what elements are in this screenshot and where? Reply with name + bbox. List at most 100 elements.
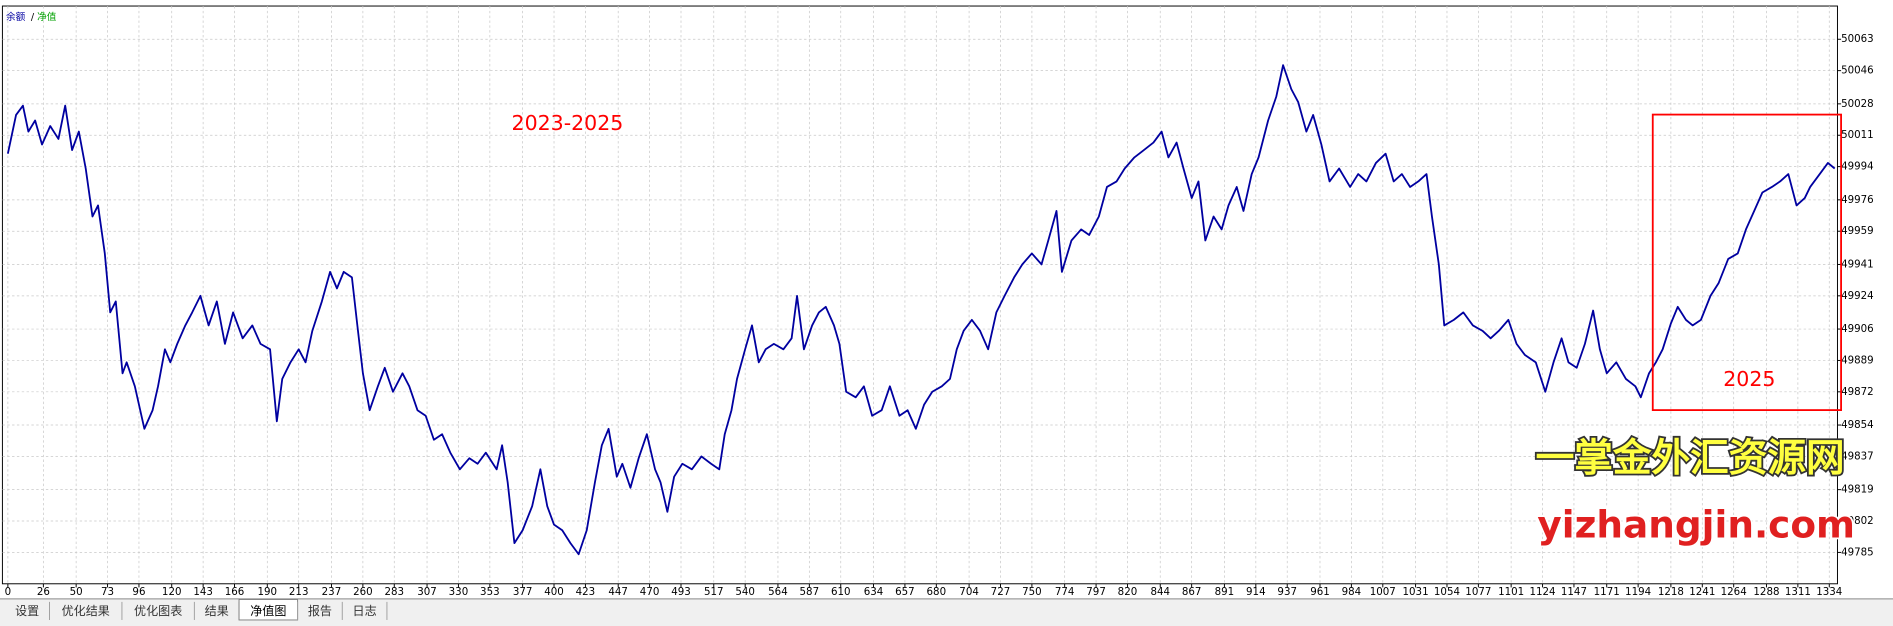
x-tick-label: 120 (162, 586, 182, 598)
y-tick-label: 49924 (1841, 290, 1874, 302)
y-tick-label: 49889 (1841, 354, 1874, 366)
equity-line (6, 64, 1836, 556)
x-tick-label: 564 (768, 586, 788, 598)
ticks: 49785 49802 49819 49837 49854 49872 49889 49906… (5, 33, 1874, 598)
x-tick-label: 1171 (1594, 586, 1620, 598)
x-tick-label: 1124 (1529, 586, 1555, 598)
x-tick-label: 493 (671, 586, 691, 598)
x-tick-label: 1311 (1785, 586, 1811, 598)
x-tick-label: 704 (959, 586, 979, 598)
tabs: 设置 优化结果 优化图表 结果 净值图 报告 日志 (15, 598, 388, 621)
x-tick-label: 1218 (1658, 586, 1684, 598)
x-tick-label: 727 (991, 586, 1011, 598)
tab[interactable]: 日志 (353, 604, 377, 618)
legend-separator: / (28, 12, 37, 23)
x-tick-label: 914 (1246, 586, 1266, 598)
x-tick-label: 1334 (1816, 586, 1842, 598)
x-tick-label: 774 (1055, 586, 1075, 598)
x-tick-label: 1264 (1721, 586, 1747, 598)
x-tick-label: 657 (895, 586, 915, 598)
grid (2, 6, 1838, 584)
y-tick-label: 49785 (1841, 546, 1874, 558)
y-tick-label: 50011 (1841, 129, 1874, 141)
y-tick-label: 49976 (1841, 194, 1874, 206)
y-tick-label: 49872 (1841, 386, 1874, 398)
y-tick-label: 50028 (1841, 98, 1874, 110)
x-tick-label: 283 (384, 586, 404, 598)
x-tick-label: 937 (1277, 586, 1297, 598)
y-tick-label: 49994 (1841, 161, 1874, 173)
series (6, 64, 1836, 556)
y-tick-label: 49941 (1841, 258, 1874, 270)
legend: 余额 / 净值 (6, 11, 57, 23)
annotation: 2025 (1723, 367, 1775, 391)
x-tick-label: 587 (800, 586, 820, 598)
x-tick-label: 377 (513, 586, 533, 598)
x-tick-label: 237 (322, 586, 342, 598)
x-tick-label: 307 (417, 586, 437, 598)
x-tick-label: 166 (225, 586, 245, 598)
x-tick-label: 797 (1086, 586, 1106, 598)
x-tick-label: 73 (101, 586, 114, 598)
x-tick-label: 400 (544, 586, 564, 598)
highlight-box (1651, 113, 1842, 412)
tab[interactable]: 结果 (205, 604, 229, 618)
y-tick-label: 49802 (1841, 515, 1874, 527)
x-tick-label: 96 (132, 586, 145, 598)
y-tick-label: 49837 (1841, 450, 1874, 462)
plot-frame (1, 5, 1838, 585)
x-tick-label: 961 (1310, 586, 1330, 598)
tab-bar (0, 598, 1893, 626)
x-tick-label: 540 (735, 586, 755, 598)
x-tick-label: 517 (704, 586, 724, 598)
watermark: yizhangjin.com (1537, 503, 1855, 547)
x-tick-label: 50 (70, 586, 83, 598)
x-tick-label: 844 (1150, 586, 1170, 598)
x-tick-label: 1288 (1753, 586, 1779, 598)
x-tick-label: 143 (193, 586, 213, 598)
x-tick-label: 1031 (1403, 586, 1429, 598)
x-tick-label: 1007 (1370, 586, 1396, 598)
x-tick-label: 0 (5, 586, 12, 598)
x-tick-label: 1147 (1561, 586, 1587, 598)
watermark: 一掌金外汇资源网 (1536, 436, 1845, 481)
x-tick-label: 423 (576, 586, 596, 598)
x-tick-label: 820 (1118, 586, 1138, 598)
x-tick-label: 330 (449, 586, 469, 598)
y-tick-label: 49854 (1841, 419, 1874, 431)
x-tick-label: 190 (258, 586, 278, 598)
x-tick-label: 353 (480, 586, 500, 598)
x-tick-label: 470 (640, 586, 660, 598)
x-tick-label: 1241 (1689, 586, 1715, 598)
x-tick-label: 213 (289, 586, 309, 598)
x-tick-label: 634 (864, 586, 884, 598)
tab[interactable]: 优化结果 (62, 604, 110, 618)
x-tick-label: 1054 (1434, 586, 1460, 598)
tab[interactable]: 报告 (308, 603, 332, 618)
tab[interactable]: 设置 (15, 604, 39, 618)
annotation: 2023-2025 (512, 111, 624, 135)
legend-entry: 净值 (37, 11, 57, 23)
legend-entry: 余额 (6, 11, 26, 23)
y-tick-label: 49906 (1841, 323, 1874, 335)
annotations: 2023-2025 2025 一掌金外汇资源网 yizhangjin.com (512, 111, 1857, 548)
x-tick-label: 610 (831, 586, 851, 598)
x-tick-label: 984 (1342, 586, 1362, 598)
x-tick-label: 1101 (1498, 586, 1524, 598)
x-tick-label: 750 (1022, 586, 1042, 598)
y-tick-label: 49959 (1841, 225, 1874, 237)
x-tick-label: 891 (1215, 586, 1235, 598)
x-tick-label: 1194 (1625, 586, 1651, 598)
x-tick-label: 867 (1182, 586, 1202, 598)
x-tick-label: 680 (927, 586, 947, 598)
tab[interactable]: 优化图表 (134, 604, 182, 618)
tab[interactable]: 净值图 (250, 603, 286, 618)
y-tick-label: 50063 (1841, 33, 1874, 45)
x-tick-label: 447 (608, 586, 628, 598)
x-tick-label: 1077 (1465, 586, 1491, 598)
legend: 余额 / 净值 (6, 11, 57, 23)
x-tick-label: 26 (37, 586, 50, 598)
y-tick-label: 49819 (1841, 484, 1874, 496)
